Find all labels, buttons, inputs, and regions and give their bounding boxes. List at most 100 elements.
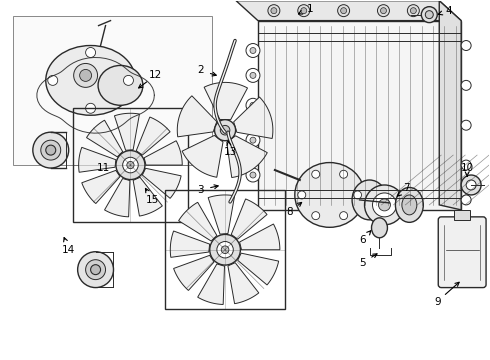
Polygon shape: [143, 168, 181, 198]
Text: 7: 7: [403, 183, 410, 193]
Circle shape: [86, 48, 96, 58]
Text: 10: 10: [461, 163, 474, 173]
Bar: [73, 108, 188, 222]
Circle shape: [217, 242, 233, 258]
Text: 15: 15: [146, 195, 159, 205]
Bar: [13, 15, 212, 165]
Circle shape: [421, 7, 437, 23]
Ellipse shape: [98, 66, 143, 105]
Circle shape: [46, 145, 56, 155]
Circle shape: [250, 102, 256, 108]
Circle shape: [298, 5, 310, 17]
Circle shape: [377, 5, 390, 17]
Circle shape: [380, 8, 387, 14]
Polygon shape: [177, 96, 217, 137]
Circle shape: [410, 8, 416, 14]
Circle shape: [425, 11, 433, 19]
Circle shape: [86, 103, 96, 113]
Ellipse shape: [371, 218, 388, 238]
Bar: [454, 210, 470, 220]
Circle shape: [354, 191, 362, 199]
Circle shape: [461, 160, 471, 170]
Text: 6: 6: [359, 235, 366, 245]
Polygon shape: [208, 195, 235, 234]
Polygon shape: [439, 1, 461, 210]
Polygon shape: [173, 255, 214, 291]
Circle shape: [123, 75, 133, 85]
Polygon shape: [234, 97, 273, 139]
Text: 14: 14: [62, 245, 75, 255]
Circle shape: [461, 120, 471, 130]
Circle shape: [250, 72, 256, 78]
Text: 3: 3: [197, 185, 203, 195]
Circle shape: [338, 5, 349, 17]
Ellipse shape: [395, 188, 423, 222]
Circle shape: [372, 193, 396, 217]
Circle shape: [77, 252, 114, 288]
Text: 1: 1: [306, 4, 313, 14]
Circle shape: [340, 170, 347, 178]
Polygon shape: [78, 147, 116, 172]
Circle shape: [271, 8, 277, 14]
Circle shape: [116, 150, 145, 180]
Circle shape: [246, 44, 260, 58]
Polygon shape: [115, 113, 140, 150]
Polygon shape: [228, 263, 259, 304]
Polygon shape: [144, 141, 182, 165]
Circle shape: [312, 170, 319, 178]
Circle shape: [74, 63, 98, 87]
Circle shape: [246, 168, 260, 182]
Circle shape: [341, 8, 346, 14]
Text: 4: 4: [446, 6, 453, 15]
FancyBboxPatch shape: [438, 217, 486, 288]
Circle shape: [298, 191, 306, 199]
Circle shape: [246, 68, 260, 82]
Circle shape: [48, 75, 58, 85]
Circle shape: [246, 98, 260, 112]
Text: 5: 5: [359, 258, 366, 268]
Polygon shape: [82, 170, 120, 203]
Text: 12: 12: [149, 71, 162, 80]
Circle shape: [378, 199, 391, 211]
Text: 8: 8: [287, 207, 293, 217]
Circle shape: [461, 80, 471, 90]
Circle shape: [91, 265, 100, 275]
Circle shape: [461, 195, 471, 205]
Ellipse shape: [352, 180, 387, 220]
Ellipse shape: [295, 163, 365, 227]
Polygon shape: [240, 224, 280, 250]
Polygon shape: [204, 82, 247, 120]
Polygon shape: [182, 135, 223, 177]
Circle shape: [312, 212, 319, 220]
Polygon shape: [238, 253, 279, 285]
Circle shape: [246, 133, 260, 147]
Text: 2: 2: [197, 66, 203, 76]
Circle shape: [86, 260, 105, 280]
Polygon shape: [197, 264, 224, 305]
Circle shape: [365, 185, 404, 225]
Ellipse shape: [46, 45, 135, 115]
Polygon shape: [179, 202, 217, 241]
Circle shape: [466, 180, 476, 190]
Polygon shape: [171, 231, 210, 257]
Polygon shape: [236, 1, 461, 21]
Circle shape: [221, 246, 229, 253]
Circle shape: [407, 5, 419, 17]
Polygon shape: [258, 21, 461, 210]
Text: 13: 13: [223, 147, 237, 157]
Circle shape: [250, 137, 256, 143]
Text: 11: 11: [97, 163, 110, 173]
Polygon shape: [104, 179, 130, 217]
Circle shape: [215, 120, 236, 141]
Circle shape: [80, 69, 92, 81]
Polygon shape: [231, 199, 267, 239]
Circle shape: [122, 157, 138, 173]
Circle shape: [340, 212, 347, 220]
Circle shape: [461, 175, 481, 195]
Polygon shape: [87, 120, 122, 157]
Circle shape: [127, 161, 134, 169]
Circle shape: [268, 5, 280, 17]
Circle shape: [301, 8, 307, 14]
Circle shape: [250, 172, 256, 178]
Polygon shape: [136, 117, 170, 155]
